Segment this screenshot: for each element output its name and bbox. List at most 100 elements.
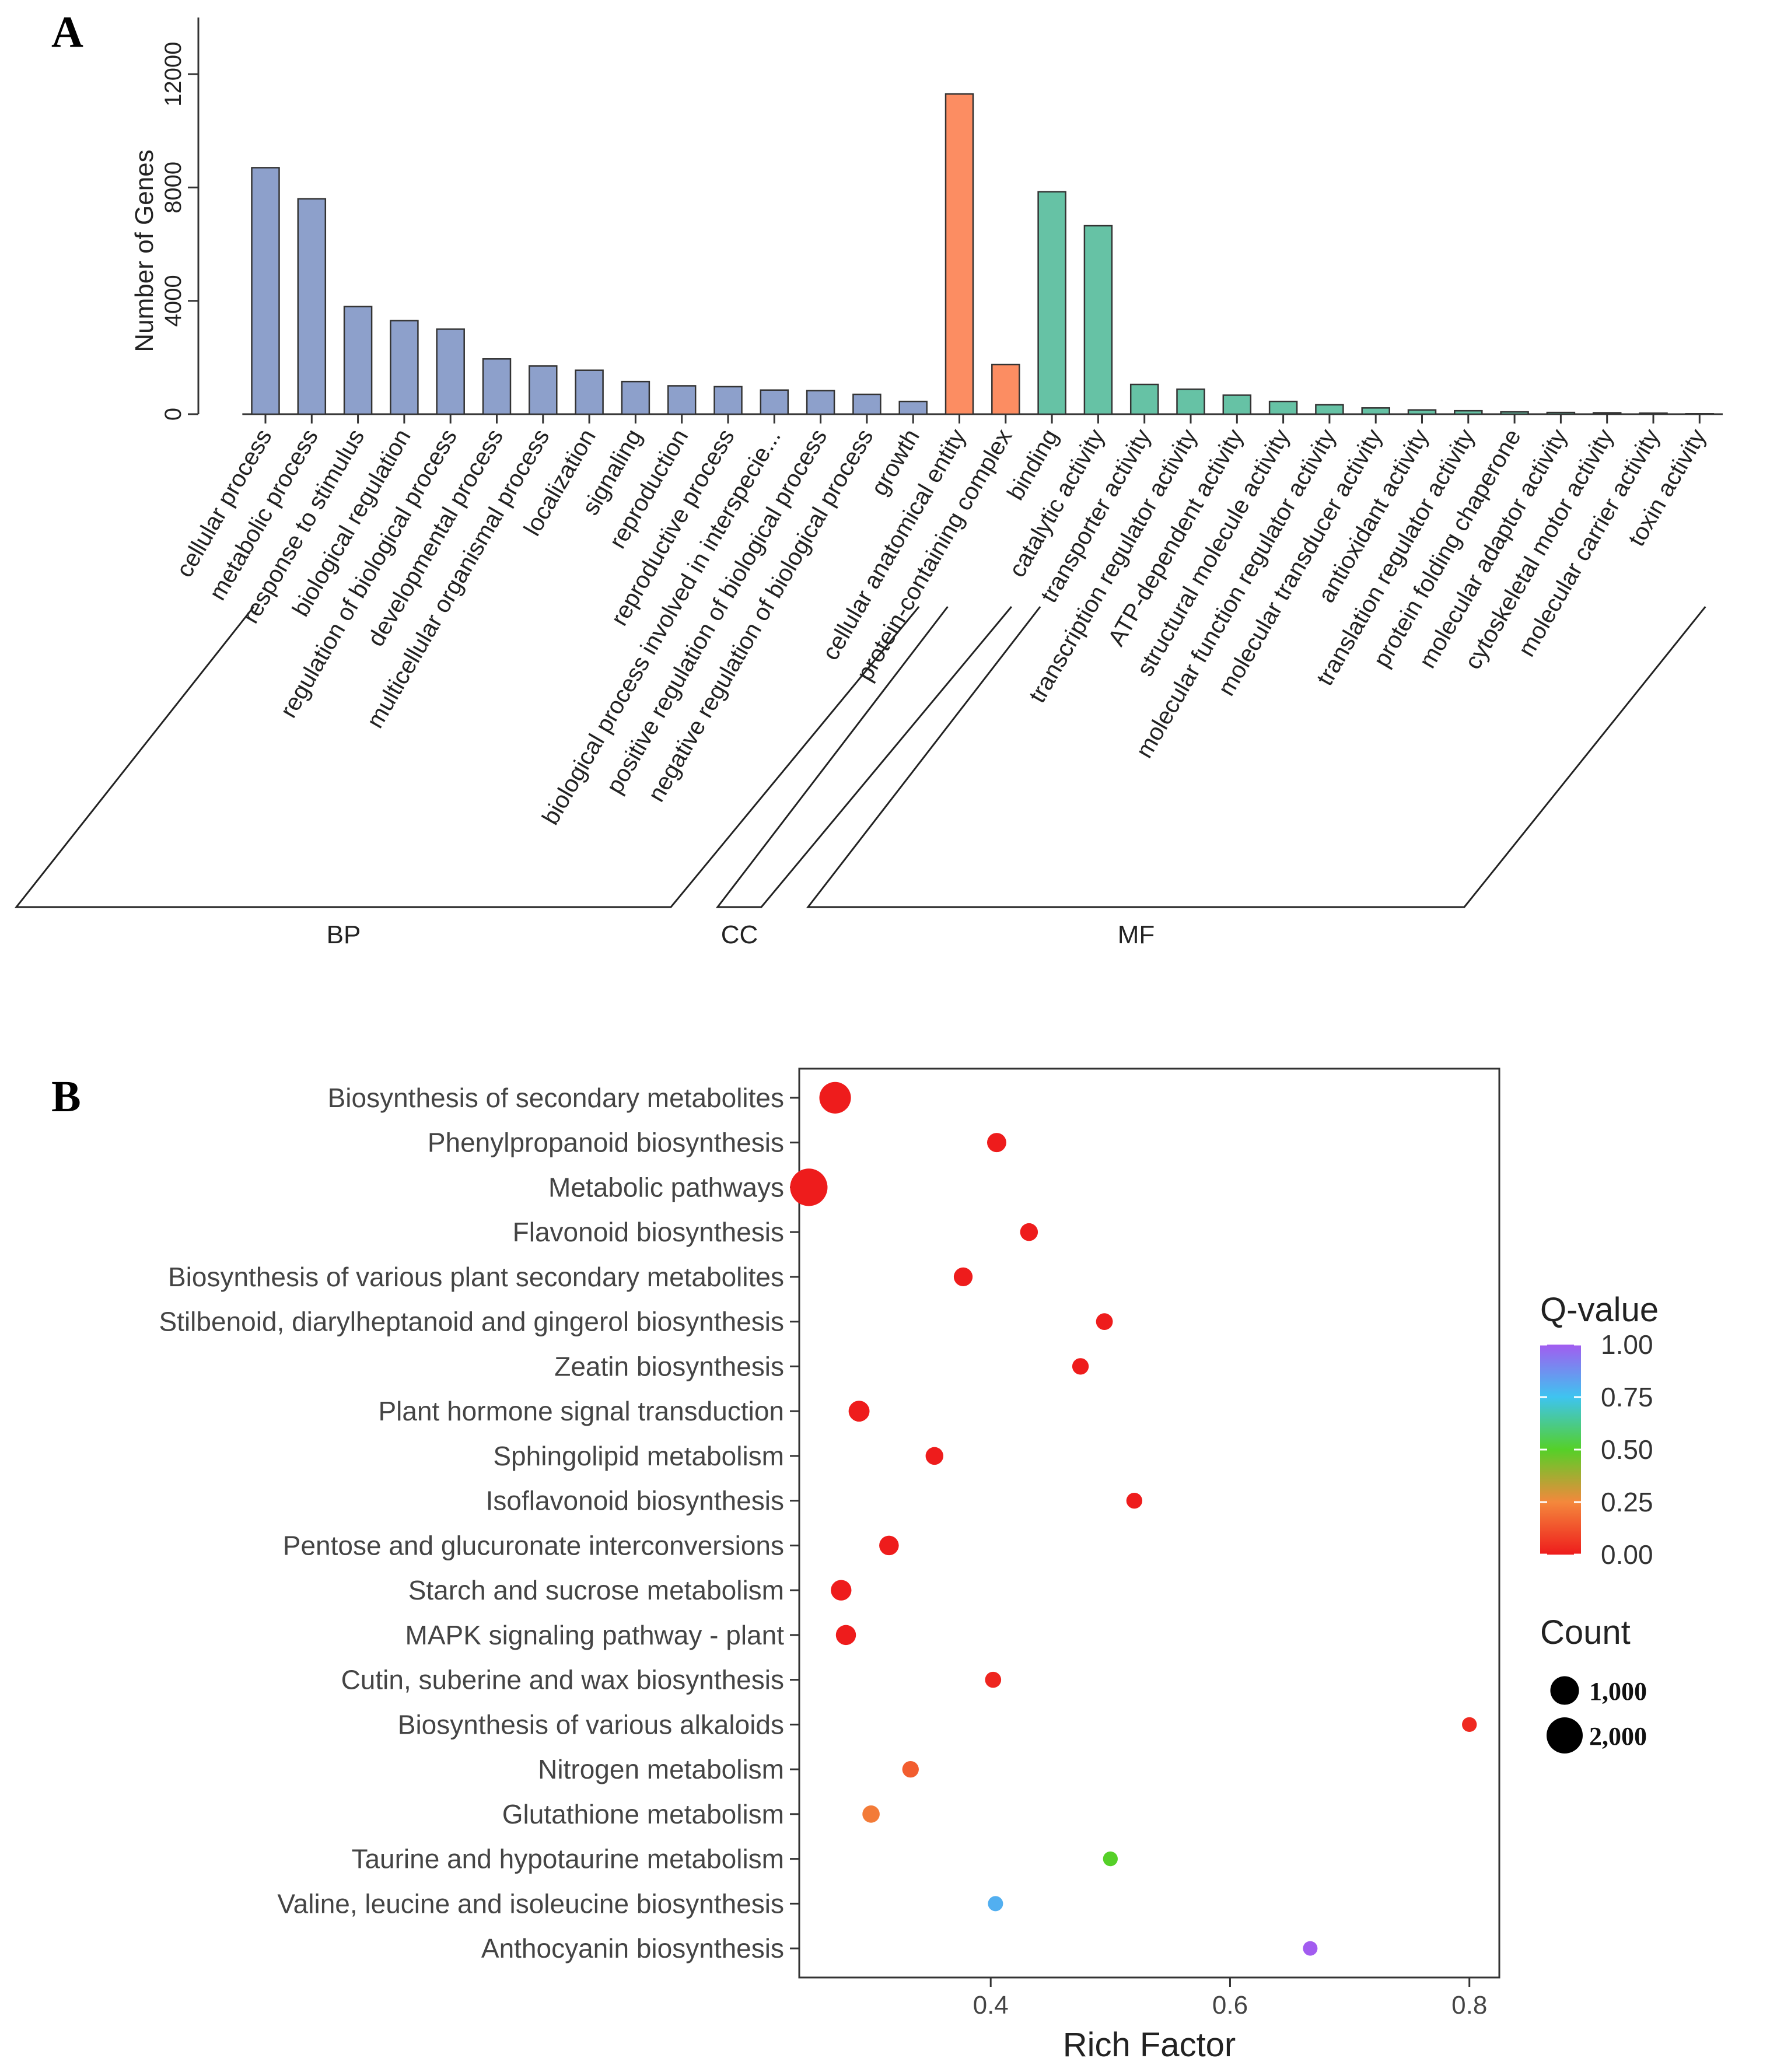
bubble [1020,1223,1038,1241]
pathway-label: Plant hormone signal transduction [378,1396,784,1426]
bar [898,400,928,415]
bubble [925,1447,944,1465]
bubble [790,1168,828,1206]
bar [667,385,697,415]
bar [1592,412,1622,415]
pathway-label: Biosynthesis of secondary metabolites [328,1083,784,1113]
bar [1176,388,1205,415]
kegg-bubble-chart: Rich Factor Biosynthesis of secondary me… [159,1068,1659,2064]
bubble [1096,1313,1113,1331]
pathway-label: Sphingolipid metabolism [493,1441,784,1471]
bubble [985,1671,1002,1688]
pathway-label: Valine, leucine and isoleucine biosynthe… [277,1888,784,1919]
pathway-label: Nitrogen metabolism [538,1754,784,1784]
pathway-label: Glutathione metabolism [502,1799,784,1829]
pathway-label: Phenylpropanoid biosynthesis [428,1128,784,1158]
pathway-label: Cutin, suberine and wax biosynthesis [341,1665,784,1695]
bar [251,167,280,415]
bar [436,328,465,415]
x-tick-label: 0.8 [1451,1991,1487,2020]
bar [1268,400,1298,415]
bubble [987,1133,1006,1153]
count-legend-dot [1547,1717,1583,1754]
pathway-label: Anthocyanin biosynthesis [481,1933,784,1964]
x-tick-label: 0.6 [1212,1991,1248,2020]
bar [621,380,650,415]
group-label: MF [1118,921,1155,949]
pathway-label: Biosynthesis of various plant secondary … [168,1262,784,1292]
bar [1083,225,1113,415]
bar [1037,191,1066,415]
bubble [902,1760,919,1778]
y-tick-label: 12000 [160,42,186,107]
bubble [1303,1941,1318,1956]
pathway-label: Biosynthesis of various alkaloids [398,1709,784,1740]
bar [1407,409,1437,415]
bubble [879,1535,899,1556]
bubble [831,1580,852,1601]
y-tick-label: 4000 [160,275,186,327]
bubble [1103,1851,1118,1867]
bar [575,369,604,415]
bubble [835,1625,856,1646]
panel-a-letter: A [51,8,83,57]
plot-frame [798,1068,1500,1979]
pathway-label: Stilbenoid, diarylheptanoid and gingerol… [159,1307,785,1337]
count-legend-label: 2,000 [1589,1722,1647,1751]
bar [945,93,974,415]
bar [991,363,1020,415]
bubble [988,1896,1003,1912]
group-bracket [715,606,1012,908]
colorbar-tick-label: 0.50 [1601,1434,1653,1465]
pathway-label: MAPK signaling pathway - plant [405,1620,785,1650]
group-bracket [806,606,1706,908]
x-axis-title: Rich Factor [1063,2026,1236,2064]
bar [343,306,373,415]
bar [1546,411,1576,415]
count-legend-dot [1550,1676,1579,1705]
y-tick-label: 0 [160,408,186,421]
x-tick-label: 0.4 [973,1991,1009,2020]
count-legend-label: 1,000 [1589,1677,1647,1706]
bubble [848,1401,870,1422]
pathway-label: Flavonoid biosynthesis [513,1217,784,1247]
bar [297,198,327,415]
bar [1315,404,1344,415]
pathway-label: Taurine and hypotaurine metabolism [351,1844,784,1874]
y-tick-label: 8000 [160,162,186,214]
colorbar-tick-label: 0.25 [1601,1487,1653,1517]
bar [1361,407,1390,415]
group-bracket [14,606,920,908]
colorbar-tick-label: 0.00 [1601,1539,1653,1570]
bar [529,365,558,415]
bar [1222,394,1252,415]
bubble [819,1082,851,1114]
panel-b-letter: B [51,1072,81,1121]
bar [852,393,881,415]
pathway-label: Pentose and glucuronate interconversions [283,1530,784,1560]
q-value-legend-title: Q-value [1540,1291,1659,1329]
pathway-label: Metabolic pathways [548,1172,784,1202]
bubble [862,1805,880,1823]
bar [1454,410,1483,415]
bar [1500,411,1529,415]
pathway-label: Zeatin biosynthesis [554,1351,784,1381]
bar [713,386,743,415]
colorbar-tick-label: 1.00 [1601,1329,1653,1360]
colorbar-tick-label: 0.75 [1601,1382,1653,1412]
pathway-label: Starch and sucrose metabolism [408,1575,784,1605]
bar [1639,412,1668,415]
group-label: CC [721,921,758,949]
bubble [1462,1717,1477,1732]
bubble [1072,1358,1089,1375]
bar [806,390,835,415]
bubble [1126,1492,1143,1509]
bar [760,389,789,415]
y-axis-title: Number of Genes [130,149,159,352]
count-legend-title: Count [1540,1614,1631,1651]
bar [1129,383,1159,415]
group-label: BP [327,921,361,949]
bar [482,358,512,415]
